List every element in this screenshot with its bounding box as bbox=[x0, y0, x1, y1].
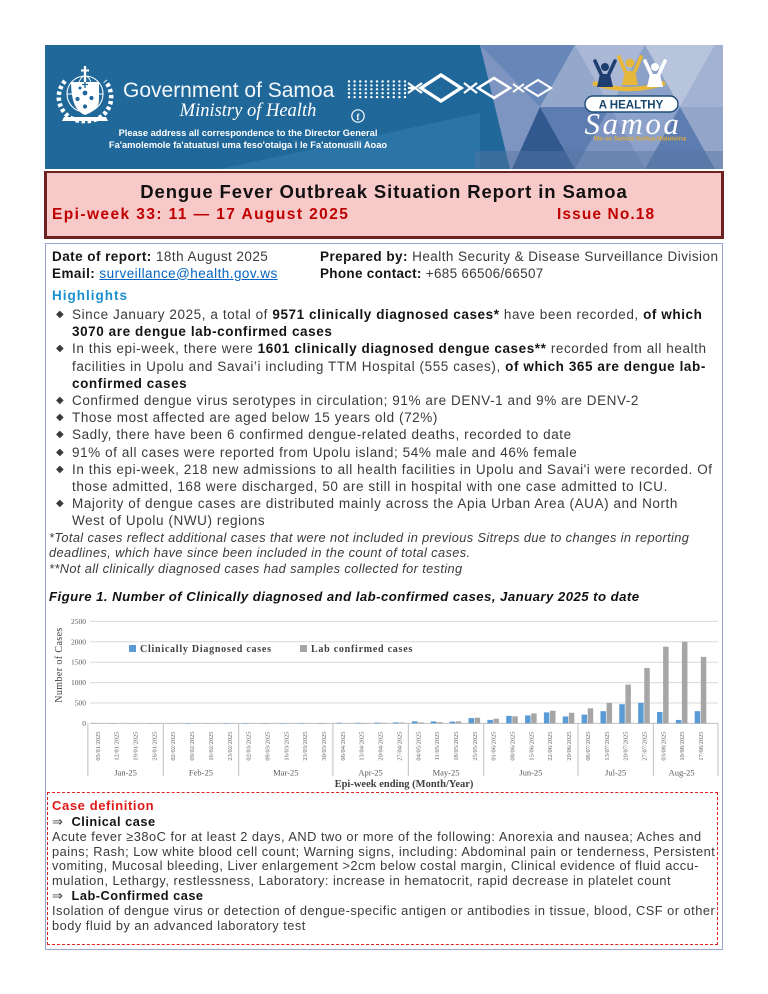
svg-text:02/03/2025: 02/03/2025 bbox=[246, 732, 253, 761]
svg-text:06/04/2025: 06/04/2025 bbox=[340, 732, 347, 761]
svg-text:15/06/2025: 15/06/2025 bbox=[528, 732, 535, 761]
svg-text:Number of Cases: Number of Cases bbox=[54, 627, 65, 702]
svg-text:Aug-25: Aug-25 bbox=[669, 768, 695, 778]
svg-text:16/03/2025: 16/03/2025 bbox=[283, 732, 290, 761]
svg-text:500: 500 bbox=[75, 699, 87, 708]
svg-text:0: 0 bbox=[82, 719, 86, 728]
svg-text:02/02/2025: 02/02/2025 bbox=[170, 732, 177, 761]
svg-text:26/01/2025: 26/01/2025 bbox=[151, 732, 158, 761]
svg-text:13/07/2025: 13/07/2025 bbox=[604, 732, 611, 761]
svg-text:27/07/2025: 27/07/2025 bbox=[641, 732, 648, 761]
svg-text:Clinically Diagnosed cases: Clinically Diagnosed cases bbox=[140, 644, 272, 655]
svg-text:23/03/2025: 23/03/2025 bbox=[302, 732, 309, 761]
svg-text:1000: 1000 bbox=[71, 678, 86, 687]
svg-text:2500: 2500 bbox=[71, 617, 86, 626]
svg-text:1500: 1500 bbox=[71, 658, 86, 667]
svg-text:17/08/2025: 17/08/2025 bbox=[698, 732, 705, 761]
svg-text:11/05/2025: 11/05/2025 bbox=[434, 732, 441, 761]
svg-text:Lab confirmed cases: Lab confirmed cases bbox=[311, 644, 413, 655]
svg-text:20/04/2025: 20/04/2025 bbox=[378, 732, 385, 761]
svg-text:01/06/2025: 01/06/2025 bbox=[491, 732, 498, 761]
svg-text:27/04/2025: 27/04/2025 bbox=[396, 732, 403, 761]
svg-text:Government of Samoa: Government of Samoa bbox=[123, 79, 335, 102]
svg-text:A HEALTHY: A HEALTHY bbox=[599, 100, 664, 112]
svg-text:Feb-25: Feb-25 bbox=[189, 768, 213, 778]
svg-text:Epi-week ending (Month/Year): Epi-week ending (Month/Year) bbox=[335, 779, 474, 790]
svg-text:Ministry of Health: Ministry of Health bbox=[179, 101, 317, 121]
svg-text:06/07/2025: 06/07/2025 bbox=[585, 732, 592, 761]
svg-text:20/07/2025: 20/07/2025 bbox=[623, 732, 630, 761]
svg-text:18/05/2025: 18/05/2025 bbox=[453, 732, 460, 761]
svg-text:Mar-25: Mar-25 bbox=[273, 768, 298, 778]
svg-text:f: f bbox=[357, 112, 361, 122]
svg-text:Please address all corresponde: Please address all correspondence to the… bbox=[119, 128, 378, 138]
svg-text:16/02/2025: 16/02/2025 bbox=[208, 732, 215, 761]
svg-text:Apr-25: Apr-25 bbox=[358, 768, 382, 778]
svg-text:Jan-25: Jan-25 bbox=[114, 768, 137, 778]
svg-text:Samoa: Samoa bbox=[585, 106, 682, 141]
svg-text:19/01/2025: 19/01/2025 bbox=[133, 732, 140, 761]
svg-text:2000: 2000 bbox=[71, 637, 86, 646]
svg-text:25/05/2025: 25/05/2025 bbox=[472, 732, 479, 761]
svg-text:Mo se Samoa Soifua Maloloina: Mo se Samoa Soifua Maloloina bbox=[594, 136, 687, 143]
svg-text:08/06/2025: 08/06/2025 bbox=[510, 732, 517, 761]
svg-text:23/02/2025: 23/02/2025 bbox=[227, 732, 234, 761]
svg-text:Fa'amolemole fa'atuatusi uma f: Fa'amolemole fa'atuatusi uma feso'otaiga… bbox=[109, 140, 387, 150]
svg-text:04/05/2025: 04/05/2025 bbox=[415, 732, 422, 761]
svg-text:22/06/2025: 22/06/2025 bbox=[547, 732, 554, 761]
svg-text:03/08/2025: 03/08/2025 bbox=[660, 732, 667, 761]
svg-text:Jul-25: Jul-25 bbox=[605, 768, 626, 778]
svg-text:10/08/2025: 10/08/2025 bbox=[679, 732, 686, 761]
svg-text:30/03/2025: 30/03/2025 bbox=[321, 732, 328, 761]
svg-text:29/06/2025: 29/06/2025 bbox=[566, 732, 573, 761]
svg-text:12/01/2025: 12/01/2025 bbox=[114, 732, 121, 761]
svg-text:09/02/2025: 09/02/2025 bbox=[189, 732, 196, 761]
svg-text:05/01/2025: 05/01/2025 bbox=[95, 732, 102, 761]
svg-text:09/03/2025: 09/03/2025 bbox=[264, 732, 271, 761]
svg-text:May-25: May-25 bbox=[433, 768, 460, 778]
svg-text:13/04/2025: 13/04/2025 bbox=[359, 732, 366, 761]
svg-text:Jun-25: Jun-25 bbox=[519, 768, 542, 778]
